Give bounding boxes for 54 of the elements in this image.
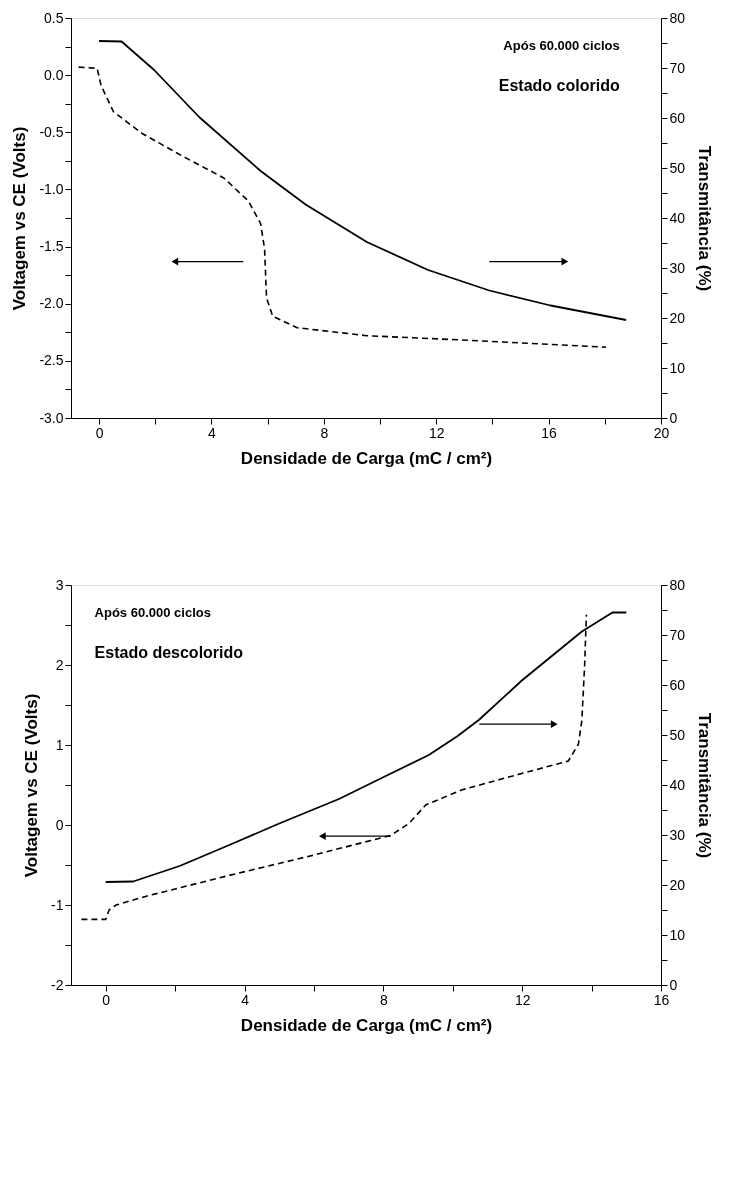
annotation: Após 60.000 ciclos [94, 605, 211, 620]
annotation: Estado descolorido [94, 644, 244, 661]
y2-tick-label: 10 [669, 359, 686, 376]
y2-tick-label: 40 [669, 209, 686, 226]
y2-tick-label: 30 [669, 826, 686, 843]
annotation: Estado colorido [498, 77, 620, 94]
x-tick-label: 4 [241, 991, 250, 1008]
line-series [98, 40, 628, 321]
y-tick-label: -3.0 [39, 409, 64, 426]
y-tick-label: 0 [55, 816, 64, 833]
x-tick-label: 12 [428, 424, 445, 441]
x-tick-label: 4 [208, 424, 217, 441]
y-tick-label: -2.0 [39, 295, 64, 312]
y2-tick-label: 20 [669, 309, 686, 326]
y2-tick-label: 80 [669, 9, 686, 26]
y-tick-label: 0.0 [44, 66, 64, 83]
y2-tick-label: 50 [669, 159, 686, 176]
y2-tick-label: 60 [669, 676, 686, 693]
x-tick-label: 16 [653, 991, 670, 1008]
x-tick-label: 16 [541, 424, 558, 441]
x-tick-label: 8 [320, 424, 329, 441]
y-tick-label: -2 [51, 976, 64, 993]
y2-tick-label: 20 [669, 876, 686, 893]
x-tick-label: 0 [102, 991, 111, 1008]
y-tick-label: -2.5 [39, 352, 64, 369]
y2-tick-label: 0 [669, 976, 678, 993]
x-tick-label: 8 [379, 991, 388, 1008]
x-axis-title: Densidade de Carga (mC / cm²) [240, 1015, 493, 1035]
y-tick-label: -1.5 [39, 238, 64, 255]
y-axis-title: Voltagem vs CE (Volts) [22, 693, 42, 878]
y2-tick-label: 70 [669, 626, 686, 643]
y-tick-label: -1.0 [39, 180, 64, 197]
y2-axis-title: Transmitância (%) [695, 712, 715, 859]
y2-tick-label: 50 [669, 726, 686, 743]
y-tick-label: -0.5 [39, 123, 64, 140]
x-tick-label: 12 [514, 991, 531, 1008]
y2-tick-label: 60 [669, 109, 686, 126]
y2-tick-label: 30 [669, 259, 686, 276]
y2-tick-label: 10 [669, 926, 686, 943]
x-tick-label: 20 [653, 424, 670, 441]
x-tick-label: 0 [95, 424, 104, 441]
y-axis-title: Voltagem vs CE (Volts) [10, 126, 30, 311]
y2-tick-label: 70 [669, 59, 686, 76]
y-tick-label: 2 [55, 656, 64, 673]
annotation: Após 60.000 ciclos [503, 38, 620, 53]
y-tick-label: 3 [55, 576, 64, 593]
y2-tick-label: 80 [669, 576, 686, 593]
x-axis-title: Densidade de Carga (mC / cm²) [240, 448, 493, 468]
y-tick-label: 0.5 [44, 9, 64, 26]
y-tick-label: -1 [51, 896, 64, 913]
y2-tick-label: 40 [669, 776, 686, 793]
y-tick-label: 1 [55, 736, 64, 753]
y2-tick-label: 0 [669, 409, 678, 426]
y2-axis-title: Transmitância (%) [695, 145, 715, 292]
